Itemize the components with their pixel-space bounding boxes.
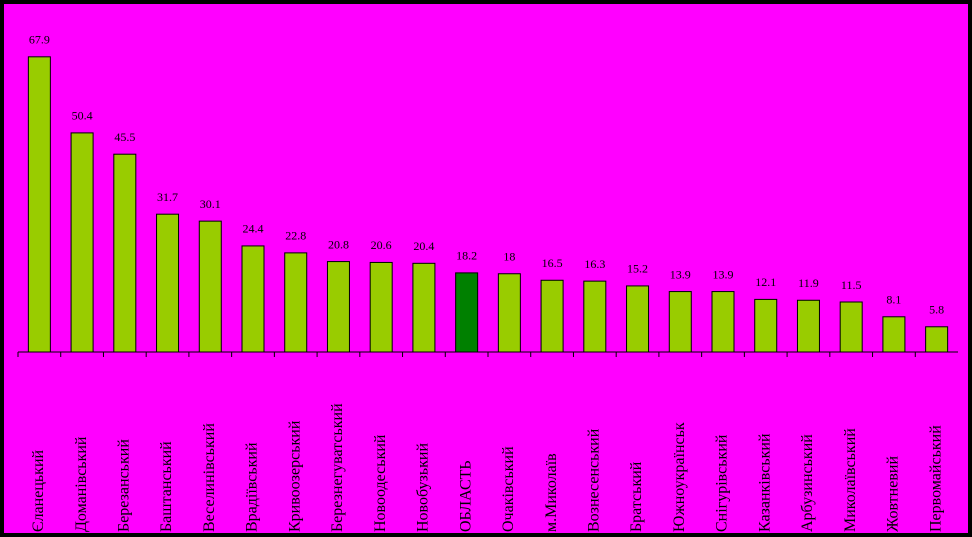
x-tick-label: Вознесенський (585, 428, 602, 532)
value-label: 11.9 (798, 276, 819, 290)
value-label: 16.5 (542, 256, 563, 270)
value-label: 20.8 (328, 237, 349, 251)
value-label: 13.9 (713, 267, 734, 281)
bar (839, 301, 863, 353)
value-label: 8.1 (886, 293, 901, 307)
value-label: 11.5 (841, 278, 862, 292)
bar (626, 285, 650, 353)
value-label: 24.4 (243, 222, 264, 236)
x-tick-label: Березанський (115, 439, 132, 532)
bar (326, 261, 350, 353)
value-label: 13.9 (670, 267, 691, 281)
bar (27, 56, 51, 353)
bar (796, 299, 820, 353)
x-tick-label: ОБЛАСТЬ (457, 460, 474, 532)
x-tick-label: Очаківський (500, 446, 517, 532)
x-tick-label: Жовтневий (885, 456, 902, 532)
value-label: 45.5 (114, 130, 135, 144)
x-tick-label: Веселинівський (201, 423, 218, 532)
bar (882, 316, 906, 353)
bar (156, 213, 180, 353)
bar (198, 220, 222, 353)
x-tick-label: Южноукраїнськ (671, 422, 688, 532)
bar (241, 245, 265, 353)
bar (284, 252, 308, 353)
bar (583, 280, 607, 353)
x-tick-label: м.Миколаїв (543, 453, 560, 532)
bar (412, 262, 436, 353)
value-label: 31.7 (157, 190, 178, 204)
bar (668, 291, 692, 353)
bar (711, 291, 735, 353)
x-tick-label: Доманівський (73, 436, 90, 532)
bar (754, 298, 778, 353)
value-label: 30.1 (200, 197, 221, 211)
bar (540, 279, 564, 353)
x-tick-label: Первомайський (927, 425, 944, 532)
bar (70, 132, 94, 353)
x-tick-label: Снігурівський (714, 434, 731, 532)
x-tick-label: Єланецький (30, 449, 47, 532)
value-label: 18 (503, 250, 515, 264)
bar (455, 272, 479, 353)
x-tick-label: Березнегуватський (329, 403, 346, 532)
value-label: 18.2 (456, 249, 477, 263)
value-label: 22.8 (285, 229, 306, 243)
value-label: 15.2 (627, 262, 648, 276)
value-label: 20.4 (413, 239, 434, 253)
value-label: 16.3 (584, 257, 605, 271)
value-label: 50.4 (72, 109, 93, 123)
value-label: 67.9 (29, 33, 50, 47)
value-label: 12.1 (755, 275, 776, 289)
bar (113, 153, 137, 353)
bar (497, 273, 521, 353)
x-tick-label: Новобузький (415, 443, 432, 532)
bar (925, 326, 949, 353)
x-tick-label: Врадіївський (244, 442, 261, 532)
x-tick-label: Братський (628, 461, 645, 532)
x-tick-label: Новоодеський (372, 434, 389, 532)
x-tick-label: Казанківський (756, 433, 773, 532)
x-tick-label: Арбузинський (799, 434, 816, 532)
x-tick-label: Миколаївський (842, 428, 859, 532)
value-label: 5.8 (929, 303, 944, 317)
bar (369, 261, 393, 353)
x-tick-label: Кривоозерський (286, 420, 303, 532)
value-label: 20.6 (371, 238, 392, 252)
x-tick-label: Баштанський (158, 441, 175, 532)
